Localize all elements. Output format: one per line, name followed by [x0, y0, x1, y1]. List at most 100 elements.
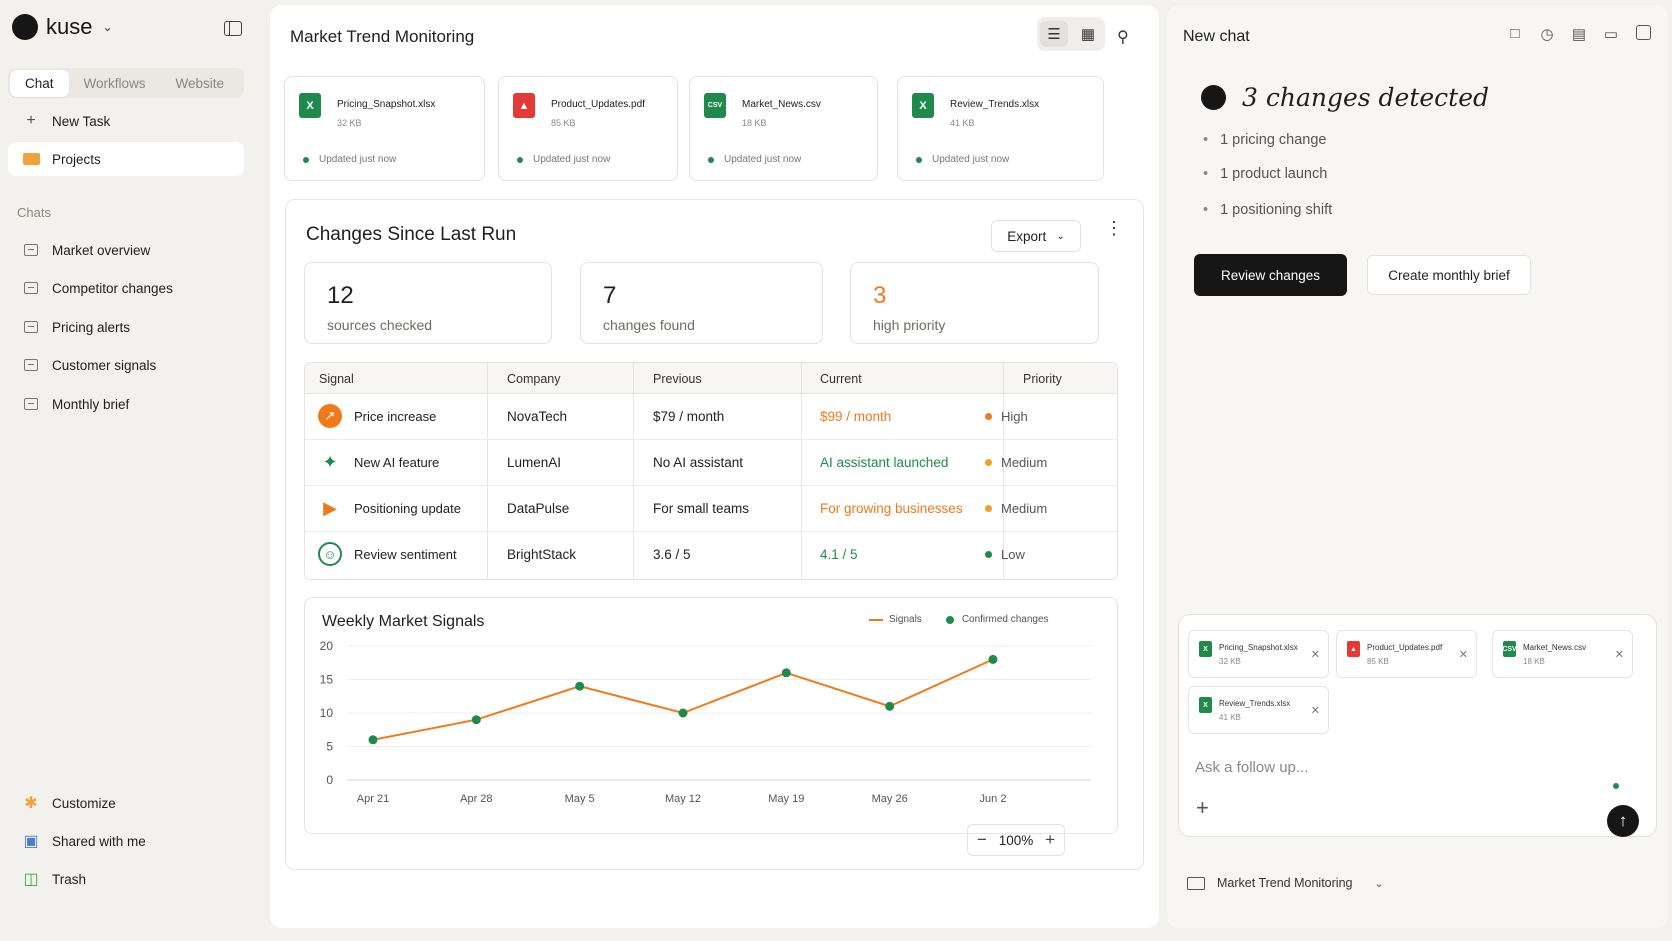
more-options-icon[interactable]: ⋮: [1105, 218, 1123, 238]
stat-value: 7: [603, 282, 617, 309]
file-size: 32 KB: [337, 118, 362, 128]
remove-attachment-icon[interactable]: ✕: [1310, 705, 1320, 717]
status-dot: [517, 156, 523, 163]
priority-dot: [985, 459, 992, 466]
attachment-chip[interactable]: X Pricing_Snapshot.xlsx 32 KB ✕: [1188, 630, 1329, 678]
attachment-chip[interactable]: CSV Market_News.csv 18 KB ✕: [1492, 630, 1633, 678]
attachment-size: 32 KB: [1219, 657, 1241, 666]
zoom-level: 100%: [998, 832, 1034, 848]
send-button[interactable]: ↑: [1607, 805, 1639, 837]
priority-dot: [985, 413, 992, 420]
trash-label: Trash: [52, 871, 87, 887]
priority-badge: Medium: [985, 455, 1047, 470]
sidebar-toggle-icon[interactable]: [224, 21, 242, 36]
workspace-switcher[interactable]: kuse ⌄: [12, 14, 113, 40]
search-icon[interactable]: ⚲: [1117, 29, 1129, 46]
history-icon[interactable]: ◷: [1540, 26, 1554, 43]
folder-icon[interactable]: ▭: [1603, 26, 1619, 43]
current-cell: 4.1 / 5: [820, 547, 858, 562]
add-attachment-icon[interactable]: +: [1196, 795, 1209, 820]
grid-view-icon[interactable]: ▦: [1080, 26, 1096, 43]
shared-label: Shared with me: [52, 833, 146, 849]
new-task-button[interactable]: + New Task: [8, 104, 244, 138]
zoom-out-icon[interactable]: −: [977, 830, 987, 849]
data-point: [678, 708, 688, 718]
review-changes-button[interactable]: Review changes: [1194, 254, 1347, 296]
sidebar-item-chat[interactable]: Monthly brief: [8, 387, 244, 421]
file-card[interactable]: X Pricing_Snapshot.xlsx 32 KB Updated ju…: [284, 76, 485, 181]
status-dot: [708, 156, 714, 163]
priority-badge: Low: [985, 547, 1025, 562]
follow-up-input[interactable]: Ask a follow up...: [1195, 759, 1309, 776]
sidebar-item-chat[interactable]: Market overview: [8, 233, 244, 267]
previous-cell: 3.6 / 5: [653, 547, 691, 562]
assistant-message: 3 changes detected: [1201, 83, 1489, 112]
brand-name: kuse: [46, 14, 93, 39]
tab-website[interactable]: Website: [175, 75, 225, 91]
file-card[interactable]: CSV Market_News.csv 18 KB Updated just n…: [689, 76, 878, 181]
table-row[interactable]: ☺ Review sentiment BrightStack 3.6 / 5 4…: [305, 532, 1117, 578]
file-name: Review_Trends.xlsx: [950, 99, 1040, 110]
sidebar-item-chat[interactable]: Pricing alerts: [8, 310, 244, 344]
file-size: 41 KB: [950, 118, 975, 128]
panel-toggle-icon[interactable]: [1627, 25, 1659, 44]
attachment-chip[interactable]: X Review_Trends.xlsx 41 KB ✕: [1188, 686, 1329, 734]
stat-card: 3 high priority: [850, 262, 1099, 344]
document-icon[interactable]: ▤: [1571, 26, 1587, 43]
tab-workflows[interactable]: Workflows: [83, 75, 146, 91]
sidebar-item-projects[interactable]: Projects: [8, 142, 244, 176]
legend-dot-swatch: [945, 615, 954, 624]
sidebar-item-chat[interactable]: Customer signals: [8, 348, 244, 382]
priority-text: Low: [1001, 547, 1025, 562]
projects-label: Projects: [52, 151, 101, 167]
project-name: Market Trend Monitoring: [1217, 876, 1353, 890]
column-header: Priority: [1023, 372, 1062, 386]
new-chat-icon[interactable]: □: [1510, 25, 1520, 42]
y-tick-label: 20: [320, 639, 334, 653]
file-card[interactable]: ▲ Product_Updates.pdf 85 KB Updated just…: [498, 76, 678, 181]
sidebar-item-trash[interactable]: ◫ Trash: [8, 862, 244, 896]
create-brief-button[interactable]: Create monthly brief: [1367, 255, 1531, 295]
table-row[interactable]: ↗ Price increase NovaTech $79 / month $9…: [305, 394, 1117, 440]
sidebar-item-shared[interactable]: ▣ Shared with me: [8, 824, 244, 858]
current-cell: AI assistant launched: [820, 455, 949, 470]
chat-panel: New chat □ ◷ ▤ ▭ 3 changes detected • 1 p…: [1167, 5, 1668, 928]
remove-attachment-icon[interactable]: ✕: [1310, 649, 1320, 661]
new-task-label: New Task: [52, 113, 111, 129]
chat-bubble-icon: [24, 359, 38, 371]
message-bullet: • 1 positioning shift: [1203, 202, 1333, 218]
file-name: Market_News.csv: [742, 99, 821, 110]
data-point: [368, 735, 378, 745]
list-view-icon[interactable]: ☰: [1040, 21, 1068, 47]
chevron-down-icon: ⌄: [1374, 877, 1384, 890]
chats-heading: Chats: [17, 205, 51, 220]
project-selector[interactable]: Market Trend Monitoring ⌄: [1187, 876, 1384, 890]
page-title: Market Trend Monitoring: [290, 27, 475, 46]
file-card[interactable]: X Review_Trends.xlsx 41 KB Updated just …: [897, 76, 1104, 181]
file-status-text: Updated just now: [319, 154, 397, 165]
table-row[interactable]: ✦ New AI feature LumenAI No AI assistant…: [305, 440, 1117, 486]
attachment-chip[interactable]: ▲ Product_Updates.pdf 85 KB ✕: [1336, 630, 1477, 678]
stat-value: 12: [327, 282, 354, 309]
file-size: 18 KB: [742, 118, 767, 128]
export-label: Export: [1007, 228, 1047, 244]
tab-chat[interactable]: Chat: [10, 69, 69, 97]
previous-cell: $79 / month: [653, 409, 725, 424]
sidebar-item-customize[interactable]: ✱ Customize: [8, 786, 244, 820]
bullet-text: 1 positioning shift: [1220, 202, 1333, 218]
sidebar-item-chat[interactable]: Competitor changes: [8, 271, 244, 305]
attachment-size: 41 KB: [1219, 713, 1241, 722]
folder-icon: [1187, 876, 1205, 890]
x-tick-label: May 26: [872, 793, 908, 805]
remove-attachment-icon[interactable]: ✕: [1614, 649, 1624, 661]
previous-cell: No AI assistant: [653, 455, 744, 470]
chat-label: Pricing alerts: [52, 319, 131, 335]
file-name: Product_Updates.pdf: [551, 99, 645, 110]
table-row[interactable]: ▶ Positioning update DataPulse For small…: [305, 486, 1117, 532]
stat-label: sources checked: [327, 317, 433, 333]
export-button[interactable]: Export ⌄: [991, 220, 1081, 252]
zoom-in-icon[interactable]: +: [1045, 830, 1055, 849]
chart-legend: Signals Confirmed changes: [869, 614, 1049, 625]
attachment-size: 85 KB: [1367, 657, 1389, 666]
remove-attachment-icon[interactable]: ✕: [1458, 649, 1468, 661]
